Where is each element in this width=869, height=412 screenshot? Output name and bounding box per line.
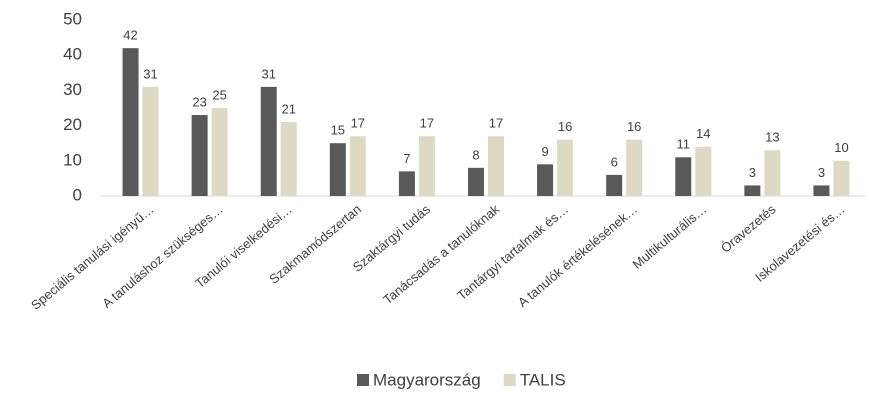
bar [329,143,346,196]
x-tick-label: A tanuláshoz szükséges… [99,201,225,311]
bar [468,167,484,196]
bar [122,48,139,196]
x-tick-label: A tanulók értékelésének… [515,201,640,310]
x-tick-label: Speciális tanulási igényű… [28,201,157,312]
data-label: 23 [192,94,206,109]
data-label: 13 [765,130,779,145]
data-label: 11 [677,137,691,152]
bar [537,164,554,196]
bar [211,108,228,196]
data-label: 3 [818,165,825,180]
y-tick-label: 50 [63,9,82,28]
data-label: 21 [281,102,295,117]
legend-swatch [503,374,516,386]
bar [675,157,692,196]
legend-label: Magyarország [373,370,481,389]
data-label: 25 [212,87,226,102]
y-tick-label: 30 [63,80,82,99]
y-tick-label: 20 [63,115,82,134]
bar [606,174,623,196]
data-label: 17 [351,116,365,131]
data-label: 3 [749,165,756,180]
data-label: 16 [627,119,641,134]
data-label: 16 [558,119,572,134]
data-label: 17 [489,116,503,131]
data-label: 17 [420,116,434,131]
data-label: 7 [403,151,410,166]
bar [488,136,504,196]
x-tick-label: Tantárgyi tartalmak és… [454,201,571,303]
bar [695,146,712,196]
x-tick-label: Multikulturális… [629,201,709,271]
bar [349,136,366,196]
bar [142,86,159,196]
data-label: 42 [123,28,137,43]
bar [764,150,781,196]
bar [398,171,415,196]
y-tick-label: 40 [63,45,82,64]
bar [191,115,208,196]
y-tick-label: 0 [73,185,82,204]
bar [744,185,761,196]
bar [626,139,643,196]
data-label: 15 [331,123,345,138]
bar [557,139,574,196]
data-label: 31 [261,66,275,81]
bar [833,160,850,196]
data-label: 14 [696,126,710,141]
data-label: 8 [472,147,479,162]
data-label: 10 [834,140,848,155]
legend-swatch [357,374,369,386]
x-tick-label: Óravezetés [718,201,779,256]
x-tick-label: Tanácsadás a tanulóknak [380,201,502,307]
bar [418,136,435,196]
data-label: 31 [143,66,157,81]
data-label: 9 [541,144,548,159]
bar [260,86,277,196]
bar [813,185,830,196]
bar [280,122,297,196]
y-tick-label: 10 [63,150,82,169]
legend-label: TALIS [520,370,566,389]
data-label: 6 [611,154,618,169]
